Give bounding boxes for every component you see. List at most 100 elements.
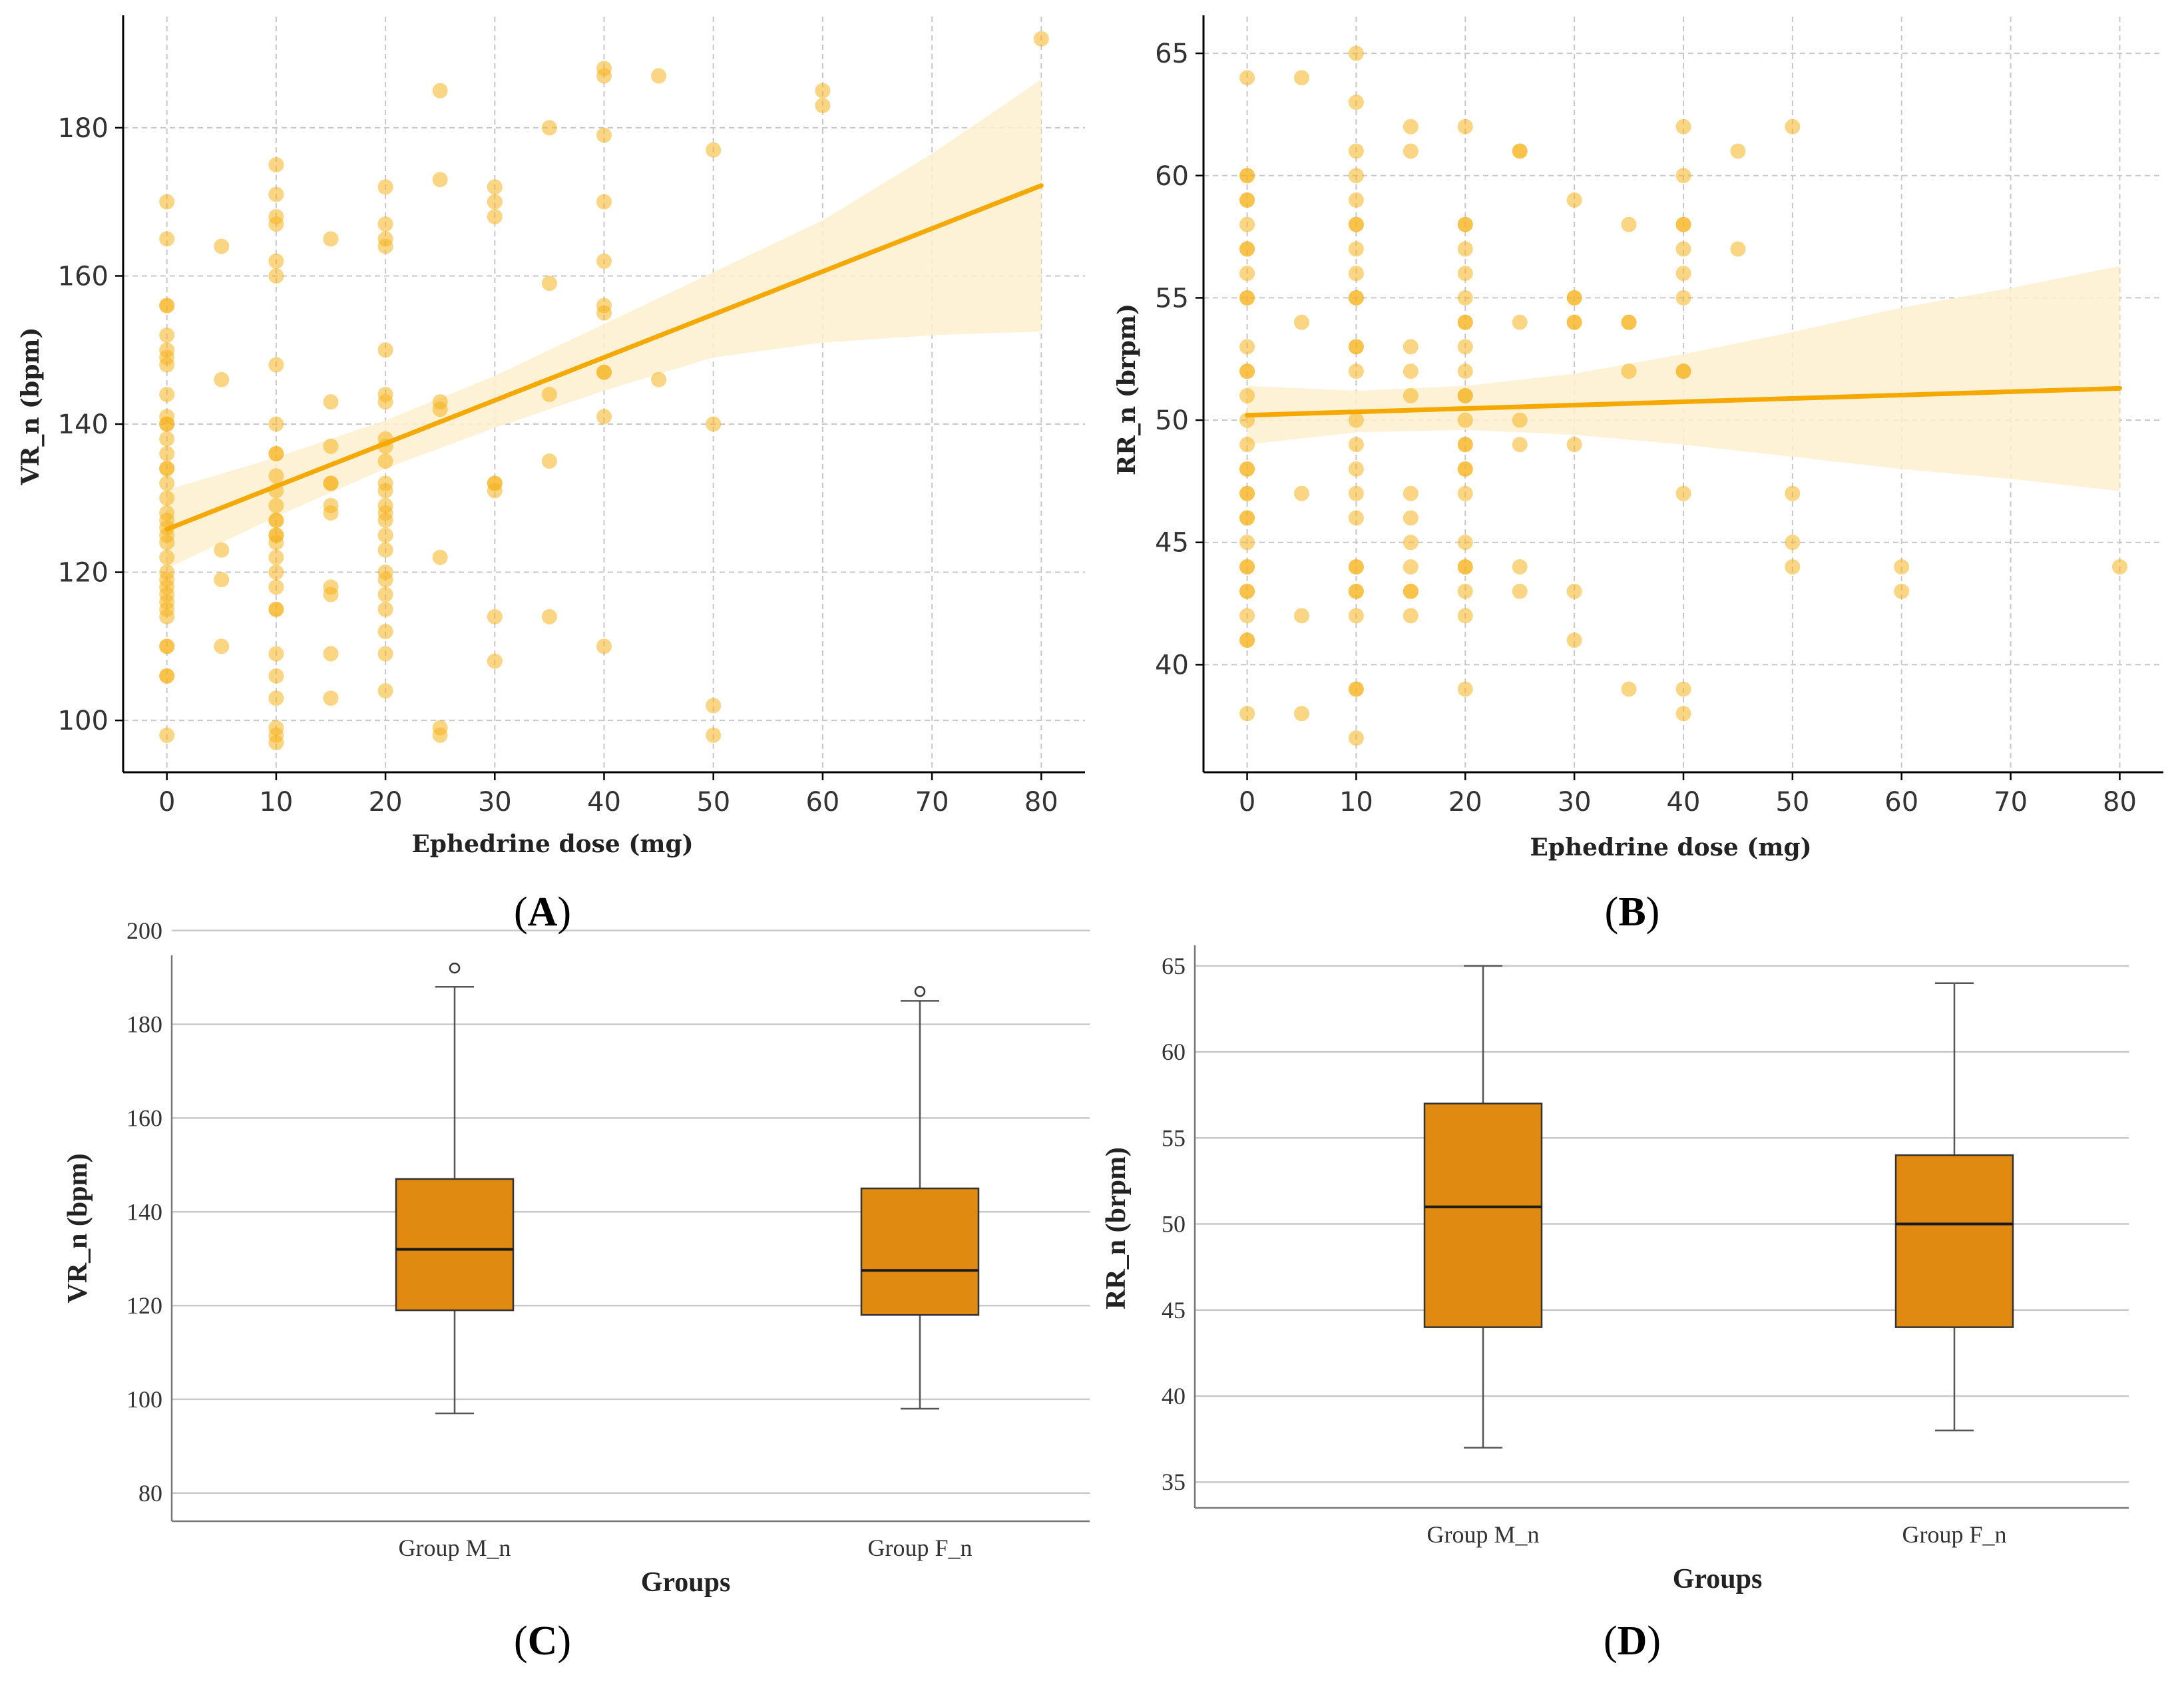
panel-a-data-point: [596, 298, 612, 314]
panel-c-y-tick-label: 140: [126, 1198, 162, 1225]
panel-b-data-point: [1293, 314, 1309, 330]
panel-b-data-point: [1894, 559, 1910, 575]
panel-a-data-point: [268, 416, 284, 432]
panel-b-data-point: [1457, 241, 1473, 257]
panel-a-data-point: [268, 690, 284, 706]
panel-b-scatter-chart: 0 10 20 30 40 50 60 70 80 40 45 50 55 60 65: [1155, 15, 2163, 818]
panel-b-data-point: [1239, 461, 1255, 477]
panel-a-data-point: [487, 194, 503, 210]
panel-a-data-point: [377, 231, 393, 247]
panel-a-data-point: [377, 527, 393, 543]
panel-b-data-point: [1675, 266, 1691, 282]
panel-b-data-point: [1730, 241, 1746, 257]
panel-c-box-plot: 80 100 120 140 160 180 200 Group M_n Group F_n: [126, 917, 1090, 1561]
panel-b-data-point: [1457, 461, 1473, 477]
panel-b-data-point: [1239, 241, 1255, 257]
panel-a-data-point: [377, 624, 393, 640]
panel-b-data-point: [1675, 241, 1691, 257]
panel-b-data-point: [1348, 412, 1364, 428]
panel-a-data-point: [541, 120, 557, 136]
panel-a-x-tick-label: 70: [915, 787, 949, 818]
panel-a-scatter-chart: 0 10 20 30 40 50 60 70 80 100 120 140 160 180: [58, 15, 1085, 818]
panel-a-data-point: [268, 646, 284, 662]
panel-b-data-point: [1621, 216, 1637, 232]
panel-b-data-point: [1457, 535, 1473, 551]
panel-c-y-tick-label: 100: [126, 1386, 162, 1413]
panel-a-data-point: [815, 98, 831, 114]
panel-a-data-point: [159, 342, 175, 358]
panel-a-data-point: [651, 371, 667, 387]
panel-a-data-point: [214, 542, 230, 558]
panel-b-data-point: [1785, 119, 1801, 134]
panel-a-y-axis-label: VR_n (bpm): [17, 327, 45, 485]
panel-a-x-tick-label: 50: [696, 787, 730, 818]
panel-a-y-tick-label: 140: [58, 409, 109, 440]
panel-d-y-tick-label: 55: [1162, 1124, 1186, 1151]
panel-b-x-tick-label: 0: [1239, 787, 1255, 818]
panel-a-data-point: [377, 475, 393, 491]
panel-a-regression-line: [164, 183, 1044, 532]
panel-b-data-point: [1348, 485, 1364, 501]
panel-a-data-point: [159, 446, 175, 462]
panel-b-data-point: [1675, 216, 1691, 232]
panel-b-data-point: [1675, 485, 1691, 501]
panel-b-data-point: [1239, 387, 1255, 403]
panel-b-data-point: [1785, 485, 1801, 501]
panel-d-y-tick-label: 40: [1162, 1383, 1186, 1409]
panel-b-data-point: [1675, 363, 1691, 379]
panel-c-category-label: Group F_n: [867, 1535, 972, 1561]
panel-a-data-point: [159, 409, 175, 425]
panel-a-data-point: [268, 268, 284, 284]
panel-a-data-point: [487, 179, 503, 195]
panel-a-y-tick-label: 160: [58, 261, 109, 292]
panel-b-data-point: [1512, 583, 1528, 599]
panel-a-data-point: [651, 68, 667, 84]
panel-a-data-point: [323, 690, 339, 706]
panel-b-data-point: [1512, 143, 1528, 159]
panel-b-x-tick-label: 10: [1339, 787, 1373, 818]
panel-b-data-point: [1239, 510, 1255, 526]
panel-a-data-point: [268, 186, 284, 202]
panel-b-data-point: [1512, 412, 1528, 428]
panel-b-data-point: [1239, 70, 1255, 86]
panel-a-x-tick-label: 30: [478, 787, 512, 818]
panel-b-data-point: [1239, 608, 1255, 624]
panel-b-data-point: [1566, 290, 1582, 306]
panel-a-data-point: [159, 668, 175, 684]
panel-b-data-point: [1457, 485, 1473, 501]
panel-b-data-point: [1348, 363, 1364, 379]
panel-a-data-point: [377, 646, 393, 662]
panel-b-x-tick-label: 30: [1558, 787, 1592, 818]
panel-b-data-point: [1239, 266, 1255, 282]
panel-a-data-point: [596, 194, 612, 210]
panel-b-data-point: [1348, 95, 1364, 111]
panel-b-regression-line: [1245, 385, 2122, 418]
panel-a-data-point: [377, 216, 393, 232]
panel-b-data-point: [1348, 681, 1364, 697]
panel-a-data-point: [159, 549, 175, 565]
panel-b-data-point: [1239, 485, 1255, 501]
panel-b-data-point: [1348, 192, 1364, 208]
panel-a-data-point: [706, 416, 722, 432]
panel-b-data-point: [1239, 290, 1255, 306]
panel-b-data-point: [1403, 535, 1419, 551]
panel-b-data-point: [1457, 681, 1473, 697]
panel-b-data-point: [1348, 45, 1364, 61]
panel-a-x-tick-label: 0: [158, 787, 175, 818]
panel-a-data-point: [377, 179, 393, 195]
panel-a-data-point: [377, 683, 393, 699]
panel-a-data-point: [268, 446, 284, 462]
panel-b-data-point: [1348, 461, 1364, 477]
panel-b-data-point: [2111, 559, 2127, 575]
panel-b-data-point: [1457, 266, 1473, 282]
panel-b-data-point: [1457, 412, 1473, 428]
panel-c-y-tick-label: 80: [138, 1480, 162, 1507]
panel-b-y-tick-label: 50: [1155, 405, 1189, 436]
panel-b-data-point: [1403, 387, 1419, 403]
panel-a-data-point: [159, 387, 175, 402]
panel-b-data-point: [1348, 608, 1364, 624]
panel-b-x-tick-label: 70: [1994, 787, 2028, 818]
panel-a-data-point: [159, 194, 175, 210]
panel-a-data-point: [377, 601, 393, 617]
